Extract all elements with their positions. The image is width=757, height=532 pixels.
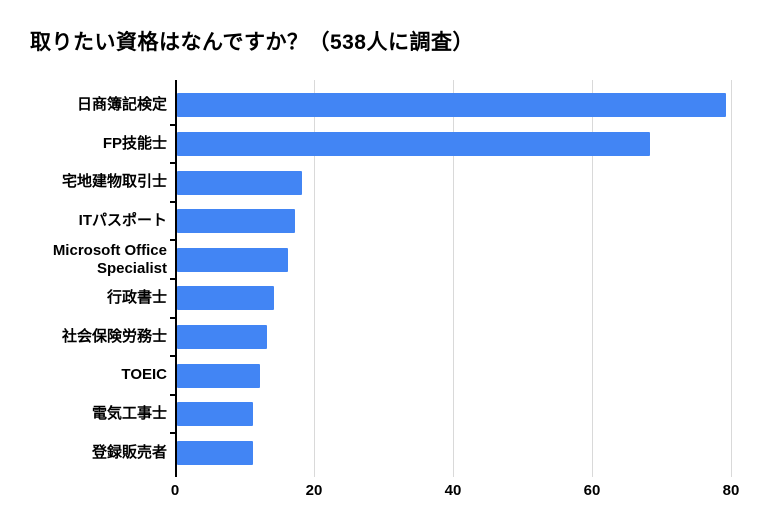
gridline-x-20: [314, 80, 315, 477]
y-axis-category-tick: [170, 432, 176, 435]
bar-2: [177, 131, 650, 156]
y-axis-line: [175, 80, 177, 477]
y-axis-category-tick: [170, 278, 176, 280]
y-axis-category-tick: [170, 123, 176, 126]
category-label: 宅地建物取引士: [61, 173, 167, 191]
y-axis-category-tick: [170, 393, 176, 396]
x-axis-tick-label: 60: [583, 482, 601, 499]
chart-title: 取りたい資格はなんですか？（538人に調査）: [30, 31, 474, 54]
category-label: 電気工事士: [91, 405, 167, 423]
x-axis-tick-label: 80: [722, 482, 740, 499]
bar-4: [177, 209, 296, 234]
y-axis-category-tick: [170, 162, 176, 165]
y-axis-category-tick: [170, 355, 176, 358]
bar-3: [177, 170, 303, 195]
gridline-x-60: [592, 80, 593, 477]
bar-1: [177, 93, 727, 118]
bar-10: [177, 440, 254, 465]
bar-9: [177, 402, 254, 427]
category-label: 社会保険労務士: [61, 327, 167, 345]
x-axis-tick-label: 20: [305, 482, 323, 499]
category-label: FP技能士: [102, 134, 167, 152]
bar-8: [177, 363, 261, 388]
category-label: Microsoft Office Specialist: [52, 241, 167, 277]
y-axis-category-tick: [170, 316, 176, 319]
y-axis-category-tick: [170, 200, 176, 203]
bar-6: [177, 286, 275, 311]
bar-5: [177, 247, 289, 272]
gridline-x-80: [731, 80, 732, 477]
gridline-x-40: [453, 80, 454, 477]
bar-7: [177, 324, 268, 349]
category-label: 日商簿記検定: [76, 96, 167, 114]
x-axis-tick-label: 0: [170, 482, 180, 499]
y-axis-category-tick: [170, 239, 176, 242]
x-axis-tick-label: 40: [444, 482, 462, 499]
category-label: TOEIC: [121, 366, 167, 384]
category-label: ITパスポート: [78, 212, 167, 230]
category-label: 行政書士: [106, 289, 167, 307]
category-label: 登録販売者: [91, 443, 167, 461]
